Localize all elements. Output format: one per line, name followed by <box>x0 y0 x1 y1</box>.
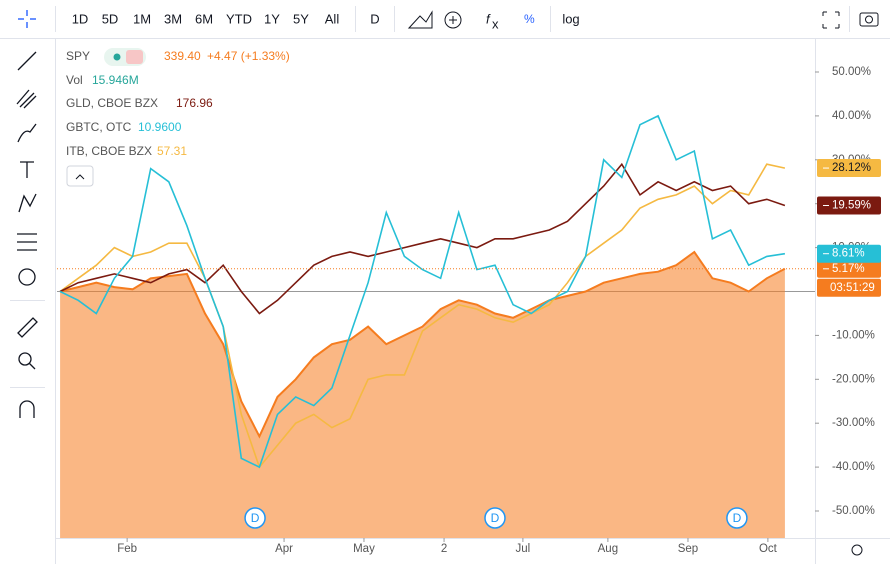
series-line <box>59 114 786 469</box>
main-symbol: SPY <box>66 49 90 63</box>
y-tick-label: -10.00% <box>832 329 875 341</box>
compare-name: GLD, CBOE BZX <box>66 96 158 110</box>
series-line <box>59 163 786 469</box>
interval-button[interactable]: YTD <box>226 11 252 26</box>
status-dot <box>113 53 121 61</box>
y-tick-label: -30.00% <box>832 417 875 429</box>
y-tick-label: 50.00% <box>832 66 871 78</box>
interval-button[interactable]: 1Y <box>264 11 280 26</box>
compare-price: 10.9600 <box>138 120 182 134</box>
dividend-marker[interactable] <box>726 507 748 529</box>
drawing-tools <box>16 51 38 418</box>
dividend-marker[interactable] <box>484 507 506 529</box>
zoom-tool[interactable] <box>18 352 32 366</box>
series-line <box>59 162 786 315</box>
trend-line-tool[interactable] <box>17 51 37 71</box>
chart-style-icon[interactable] <box>407 10 433 29</box>
crosshair-icon[interactable] <box>18 10 36 28</box>
fx-icon[interactable]: f <box>486 11 491 26</box>
volume-value: 15.946M <box>92 73 139 87</box>
main-change: +4.47 (+1.33%) <box>207 49 290 63</box>
area <box>60 252 785 538</box>
compare-price: 176.96 <box>176 96 213 110</box>
text-tool[interactable] <box>20 161 34 178</box>
snapshot-icon[interactable] <box>859 12 879 27</box>
x-tick-label: Jul <box>516 543 531 555</box>
resolution-button[interactable]: D <box>370 11 379 26</box>
dividend-marker[interactable] <box>244 507 266 529</box>
volume-label: Vol <box>66 73 83 87</box>
zoom-handle <box>28 362 36 370</box>
dividend-label: D <box>491 511 500 525</box>
x-tick-label: Oct <box>759 543 778 555</box>
collapse-chevron <box>75 174 85 180</box>
y-tick-label: 40.00% <box>832 110 871 122</box>
plot <box>57 114 815 538</box>
series-line <box>59 250 786 439</box>
interval-button[interactable]: 5Y <box>293 11 309 26</box>
price-badge <box>817 259 881 278</box>
fullscreen-icon[interactable] <box>822 11 840 29</box>
status-wave <box>126 50 143 64</box>
price-badge-label: 19.59% <box>832 200 871 212</box>
price-badge-label: 8.61% <box>832 248 865 260</box>
price-badge <box>817 196 881 215</box>
price-badge-label: 28.12% <box>832 162 871 174</box>
interval-button[interactable]: 1M <box>133 11 151 26</box>
percent-icon[interactable]: % <box>524 12 535 26</box>
settings-icon[interactable] <box>851 544 863 556</box>
dividend-label: D <box>733 511 742 525</box>
x-tick-label: Feb <box>117 543 137 555</box>
price-badge <box>817 244 881 263</box>
prediction-tool[interactable] <box>17 233 37 251</box>
interval-button[interactable]: 5D <box>102 11 119 26</box>
interval-button[interactable]: 3M <box>164 11 182 26</box>
interval-button[interactable]: 6M <box>195 11 213 26</box>
fib-tool[interactable] <box>16 89 37 109</box>
x-tick-label: May <box>353 543 375 555</box>
clock-badge <box>817 278 881 297</box>
clock-label: 03:51:29 <box>830 282 875 294</box>
compare-name: ITB, CBOE BZX <box>66 144 152 158</box>
x-tick-label: 2 <box>441 543 447 555</box>
main-price: 339.40 <box>164 49 201 63</box>
y-tick-label: -20.00% <box>832 373 875 385</box>
log-button[interactable]: log <box>562 11 579 26</box>
interval-button[interactable]: All <box>325 11 340 26</box>
indicators-plus <box>449 16 457 24</box>
brush-tool[interactable] <box>17 123 37 143</box>
price-badge <box>817 159 881 178</box>
dividend-label: D <box>251 511 260 525</box>
x-tick-label: Apr <box>275 543 293 555</box>
measure-tool[interactable] <box>17 317 38 338</box>
compare-price: 57.31 <box>157 144 187 158</box>
x-tick-label: Sep <box>678 543 698 555</box>
collapse-legend-button[interactable] <box>66 165 94 187</box>
snapshot-lens <box>865 15 873 24</box>
magnet-tool[interactable] <box>19 400 35 418</box>
pattern-tool[interactable] <box>18 193 37 213</box>
emoji-tool[interactable] <box>18 268 36 286</box>
fx-icon-x: x <box>492 16 499 31</box>
interval-button[interactable]: 1D <box>72 11 89 26</box>
compare-name: GBTC, OTC <box>66 120 132 134</box>
price-badge-label: 5.17% <box>832 263 865 275</box>
y-tick-label: -40.00% <box>832 461 875 473</box>
x-tick-label: Aug <box>598 543 618 555</box>
indicators-icon[interactable] <box>444 11 462 29</box>
y-tick-label: -50.00% <box>832 505 875 517</box>
